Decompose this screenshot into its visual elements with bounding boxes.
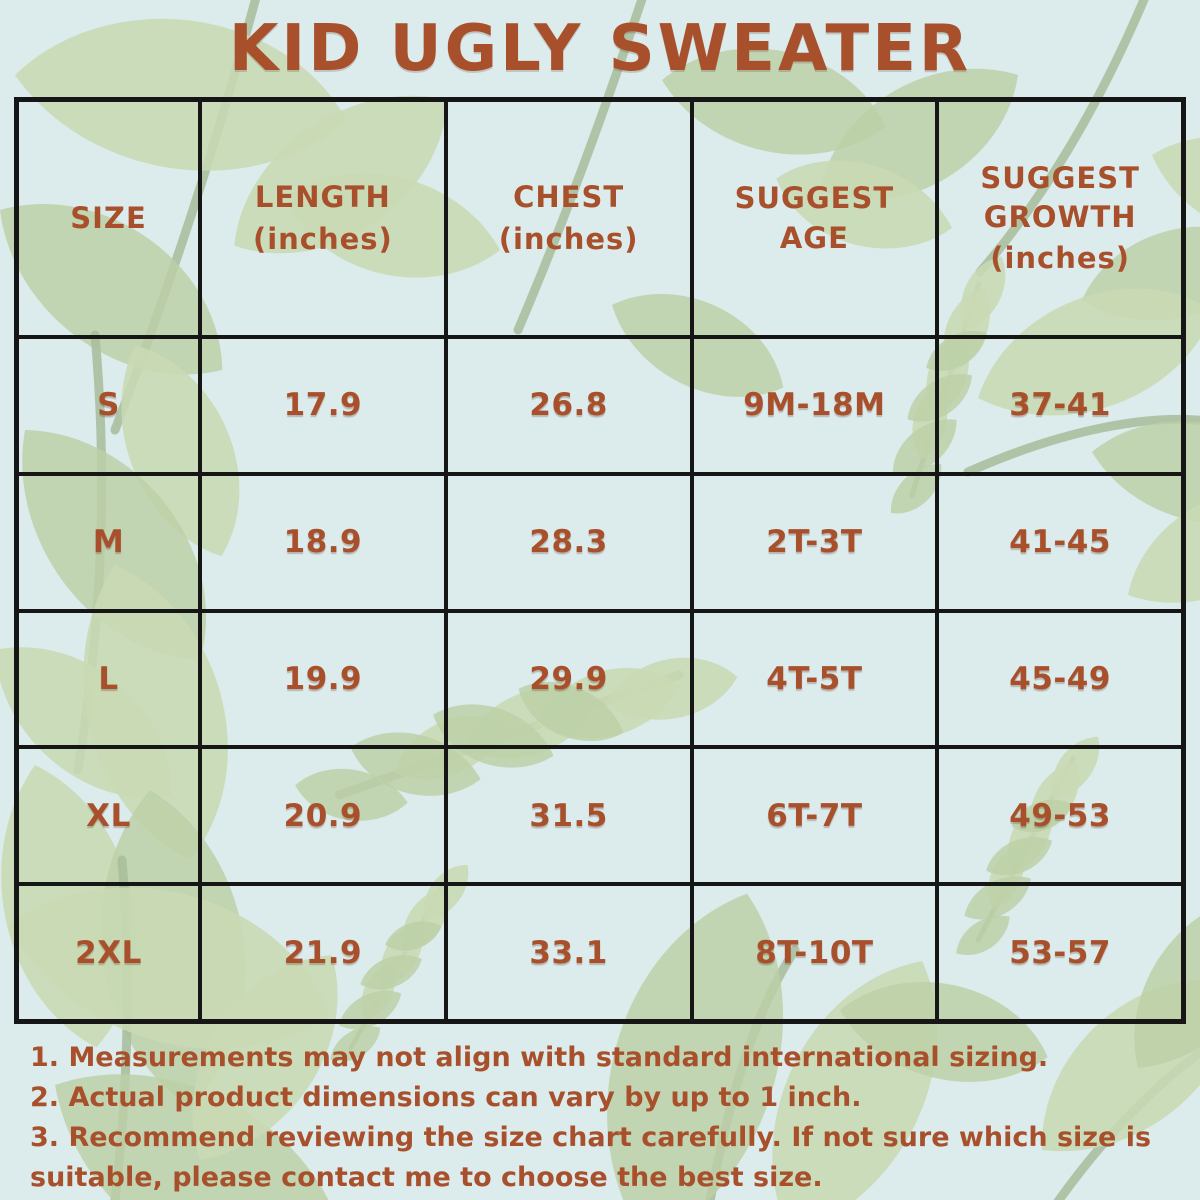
leaf-branch-right-mid — [958, 260, 1200, 547]
column-header-label: SIZE — [70, 200, 147, 235]
leaf-branch-left-mid — [0, 330, 254, 875]
note-line: 2. Actual product dimensions can vary by… — [30, 1081, 862, 1113]
age-cell: 4T-5T — [689, 612, 936, 746]
length-cell: 21.9 — [198, 886, 444, 1019]
chest-cell: 26.8 — [443, 339, 690, 472]
table-row-xl: XL 20.9 31.5 6T-7T 49-53 — [19, 745, 1181, 883]
length-cell: 20.9 — [198, 749, 444, 883]
age-cell: 6T-7T — [689, 749, 936, 883]
size-cell: 2XL — [75, 934, 142, 971]
age-cell: 9M-18M — [689, 339, 936, 472]
chest-cell: 28.3 — [443, 475, 690, 609]
growth-cell: 53-57 — [935, 886, 1181, 1019]
growth-cell: 37-41 — [935, 339, 1181, 472]
length-cell: 17.9 — [198, 339, 444, 472]
column-header-size: SIZE — [19, 102, 198, 335]
growth-cell: 49-53 — [935, 749, 1181, 883]
length-cell: 18.9 — [198, 475, 444, 609]
size-table: SIZE LENGTH (inches) CHEST (inches) SUGG… — [14, 97, 1186, 1024]
size-cell: L — [98, 660, 119, 697]
note-line: 1. Measurements may not align with stand… — [30, 1042, 1049, 1073]
age-cell: 8T-10T — [689, 886, 936, 1019]
leaf-branch-bottom-right — [1001, 863, 1200, 1200]
column-header-label: SUGGEST GROWTH — [980, 160, 1140, 234]
size-cell: XL — [86, 797, 131, 834]
column-header-chest: CHEST (inches) — [443, 102, 690, 335]
table-row-s: S 17.9 26.8 9M-18M 37-41 — [19, 335, 1181, 472]
table-header-row: SIZE LENGTH (inches) CHEST (inches) SUGG… — [19, 102, 1181, 335]
table-row-2xl: 2XL 21.9 33.1 8T-10T 53-57 — [19, 882, 1181, 1019]
size-cell: M — [92, 524, 125, 561]
table-row-l: L 19.9 29.9 4T-5T 45-49 — [19, 608, 1181, 746]
growth-cell: 41-45 — [935, 475, 1181, 609]
growth-cell: 45-49 — [935, 612, 1181, 746]
table-row-m: M 18.9 28.3 2T-3T 41-45 — [19, 471, 1181, 609]
age-cell: 2T-3T — [689, 475, 936, 609]
length-cell: 19.9 — [198, 612, 444, 746]
note-line: 3. Recommend reviewing the size chart ca… — [30, 1121, 1152, 1193]
column-header-label: CHEST — [513, 180, 625, 215]
column-header-suggest-age: SUGGEST AGE — [689, 102, 936, 335]
size-chart-notes: 1. Measurements may not align with stand… — [30, 1038, 1180, 1198]
chest-cell: 29.9 — [443, 612, 690, 746]
leaf-branch-top-left — [0, 0, 359, 575]
leaf-branch-top-right — [764, 0, 1200, 338]
column-header-unit: (inches) — [498, 221, 639, 256]
size-cell: S — [97, 387, 120, 424]
column-header-unit: (inches) — [252, 221, 393, 256]
leaf-branch-bottom-center — [560, 869, 1060, 1200]
leaf-branch-bottom-left — [0, 844, 392, 1200]
column-header-label: LENGTH — [254, 180, 391, 215]
column-header-unit: (inches) — [990, 241, 1131, 276]
chest-cell: 31.5 — [443, 749, 690, 883]
column-header-length: LENGTH (inches) — [198, 102, 444, 335]
column-header-label: SUGGEST AGE — [734, 181, 895, 255]
column-header-suggest-growth: SUGGEST GROWTH (inches) — [935, 102, 1181, 335]
chest-cell: 33.1 — [443, 886, 690, 1019]
leaf-branch-top-center — [202, 0, 898, 427]
page-title: KID UGLY SWEATER — [228, 12, 972, 86]
